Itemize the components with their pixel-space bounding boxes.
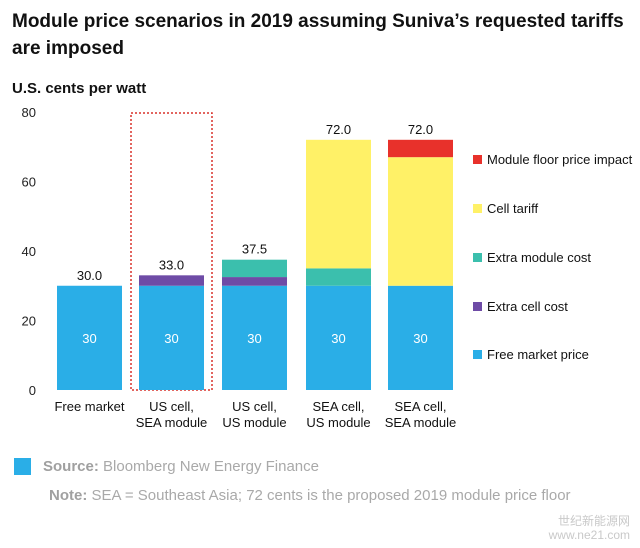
legend: Module floor price impact Cell tariff Extr… (473, 152, 633, 362)
watermark: 世纪新能源网 www.ne21.com (549, 514, 630, 542)
legend-swatch (473, 350, 482, 359)
source-text: Bloomberg New Energy Finance (103, 458, 319, 475)
y-tick-label: 60 (22, 175, 36, 190)
chart-footer: Source: Bloomberg New Energy Finance Not… (12, 452, 632, 510)
note-label: Note: (49, 487, 88, 504)
legend-label: Extra cell cost (487, 299, 568, 314)
x-tick-label: SEA cell, (394, 399, 446, 414)
legend-label: Cell tariff (487, 201, 538, 216)
bar-segment-extra-module-cost (222, 259, 287, 278)
x-tick-label: SEA module (385, 415, 457, 430)
segment-value-label: 30 (164, 331, 178, 346)
bar-total-label: 72.0 (408, 122, 433, 137)
bar-segment-free-market-price (57, 285, 122, 390)
segment-value-label: 30 (413, 331, 427, 346)
note-text: SEA = Southeast Asia; 72 cents is the pr… (91, 487, 571, 504)
y-tick-label: 40 (22, 244, 36, 259)
bars: 30 30.0 30 33.0 30 37.5 30 72.0 30 72.0 (57, 122, 453, 390)
bar-total-label: 37.5 (242, 242, 267, 257)
watermark-line-2: www.ne21.com (548, 528, 630, 542)
x-tick-label: US module (222, 415, 286, 430)
x-tick-label: SEA module (136, 415, 208, 430)
legend-swatch (473, 302, 482, 311)
source-row: Source: Bloomberg New Energy Finance (12, 452, 632, 481)
bar-total-label: 30.0 (77, 268, 102, 283)
legend-swatch (473, 253, 482, 262)
segment-value-label: 30 (247, 331, 261, 346)
bar-segment-module-floor-price-impact (388, 139, 453, 158)
source-line: Source: Bloomberg New Energy Finance (43, 452, 319, 481)
bar-segment-free-market-price (139, 285, 204, 390)
highlight-box (130, 112, 213, 391)
bar-total-label: 33.0 (159, 257, 184, 272)
x-tick-label: SEA cell, (312, 399, 364, 414)
y-tick-label: 20 (22, 314, 36, 329)
legend-label: Free market price (487, 347, 589, 362)
y-tick-label: 80 (22, 105, 36, 120)
bar-segment-cell-tariff (388, 157, 453, 286)
bar-segment-free-market-price (222, 285, 287, 390)
stacked-bar-chart: 0 20 40 60 80 30 30.0 30 33.0 30 37.5 30 72.0 30 72.0… (22, 105, 633, 430)
legend-swatch (473, 204, 482, 213)
note-line: Note: SEA = Southeast Asia; 72 cents is … (12, 481, 632, 510)
y-axis-label: U.S. cents per watt (12, 80, 147, 97)
bar-total-label: 72.0 (326, 122, 351, 137)
x-tick-label: US cell, (232, 399, 277, 414)
x-tick-label: US cell, (149, 399, 194, 414)
bar-segment-free-market-price (306, 285, 371, 390)
x-tick-label: US module (306, 415, 370, 430)
legend-label: Extra module cost (487, 250, 591, 265)
highlight-box-group (130, 112, 213, 391)
segment-value-label: 30 (331, 331, 345, 346)
watermark-line-1: 世纪新能源网 (557, 514, 630, 528)
bar-segment-cell-tariff (306, 139, 371, 269)
segment-value-label: 30 (82, 331, 96, 346)
bar-segment-extra-cell-cost (139, 275, 204, 286)
legend-swatch (473, 155, 482, 164)
x-tick-label: Free market (54, 399, 124, 414)
bar-segment-extra-cell-cost (222, 277, 287, 286)
chart-title: Module price scenarios in 2019 assuming … (12, 11, 624, 59)
y-tick-label: 0 (29, 383, 36, 398)
y-axis-ticks: 0 20 40 60 80 (22, 105, 36, 398)
legend-label: Module floor price impact (487, 152, 633, 167)
bar-segment-extra-module-cost (306, 268, 371, 286)
source-label: Source: (43, 458, 99, 475)
source-marker (14, 458, 31, 475)
bar-segment-free-market-price (388, 285, 453, 390)
